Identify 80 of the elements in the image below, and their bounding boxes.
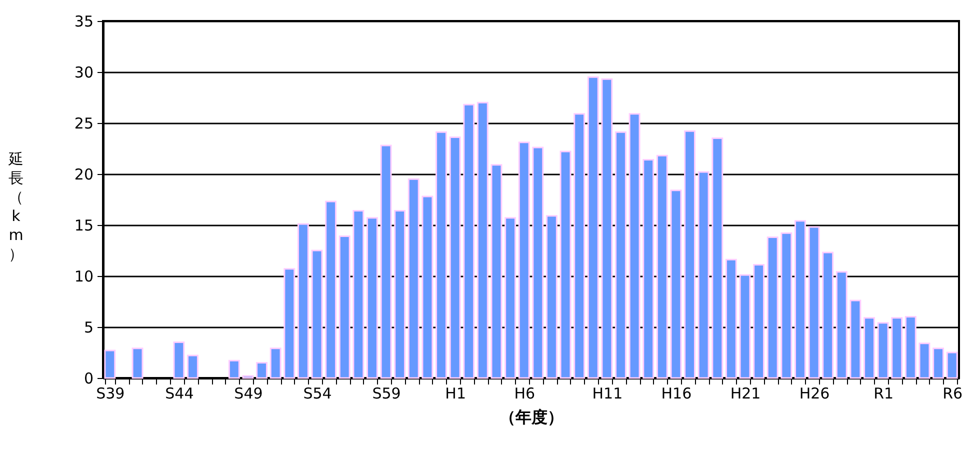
bar (408, 178, 420, 379)
x-tick-label: R1 (874, 384, 894, 402)
bar (656, 154, 668, 379)
bar (780, 232, 792, 379)
bar (104, 350, 116, 379)
bar (739, 274, 751, 379)
bar (325, 200, 337, 379)
bar (297, 223, 309, 379)
bar (615, 131, 626, 379)
bar (132, 348, 144, 379)
y-tick-label: 10 (74, 268, 94, 286)
bar (877, 322, 889, 379)
bar (463, 104, 475, 379)
bar (490, 164, 502, 379)
bar (822, 252, 834, 379)
x-axis-title: （年度） (500, 408, 564, 426)
x-tick-label: H16 (661, 384, 692, 402)
bar (670, 190, 682, 379)
y-tick-label: 5 (84, 318, 94, 336)
y-tick-label: 15 (74, 216, 94, 234)
bar (380, 144, 392, 379)
bar (532, 146, 544, 379)
y-tick-label: 25 (74, 114, 94, 132)
bar (338, 235, 350, 379)
bar (228, 360, 240, 379)
bar (904, 316, 916, 379)
bar (628, 113, 640, 379)
bar (518, 142, 530, 379)
y-tick-label: 20 (74, 166, 94, 184)
x-tick-label: S54 (303, 384, 332, 402)
bar (808, 226, 820, 379)
bar (270, 348, 282, 379)
x-tick-label: H26 (799, 384, 830, 402)
y-tick-label: 30 (74, 64, 94, 82)
x-tick-label: S59 (372, 384, 401, 402)
bar (794, 220, 806, 379)
bar (574, 113, 586, 379)
bar (850, 300, 862, 379)
x-tick-label: S44 (165, 384, 194, 402)
bar (698, 171, 710, 379)
bar (601, 78, 613, 379)
y-tick-label: 35 (74, 12, 94, 30)
bar (546, 215, 558, 379)
x-tick-label: H11 (592, 384, 623, 402)
bar (449, 136, 461, 379)
bar (366, 217, 378, 379)
x-tick-label: S49 (234, 384, 263, 402)
bar (476, 102, 488, 379)
bar (311, 250, 323, 379)
bar (684, 130, 696, 379)
bar (725, 258, 737, 379)
bar (864, 317, 875, 379)
bar (242, 375, 254, 379)
bar (436, 131, 447, 379)
y-tick-label: 0 (84, 370, 94, 388)
bar (187, 354, 198, 379)
bar (394, 210, 406, 379)
bar (560, 150, 572, 379)
bar (918, 342, 930, 379)
bar (173, 342, 185, 379)
bar (352, 210, 364, 379)
x-tick-label: S39 (96, 384, 125, 402)
bar (766, 236, 778, 379)
bar (284, 268, 296, 379)
x-tick-label: H21 (730, 384, 761, 402)
bar (932, 348, 944, 379)
bar (422, 196, 434, 379)
bar (946, 352, 958, 379)
y-axis-title: 延長（km） (8, 150, 24, 264)
bar (256, 362, 268, 379)
x-tick-label: H1 (445, 384, 466, 402)
bar (587, 76, 599, 379)
bar (836, 271, 848, 379)
bar (891, 317, 903, 379)
x-tick-label: R6 (942, 384, 963, 402)
bar (504, 217, 516, 379)
bar (712, 138, 724, 379)
bar (753, 264, 765, 379)
x-tick-label: H6 (514, 384, 536, 402)
bar (642, 158, 654, 379)
